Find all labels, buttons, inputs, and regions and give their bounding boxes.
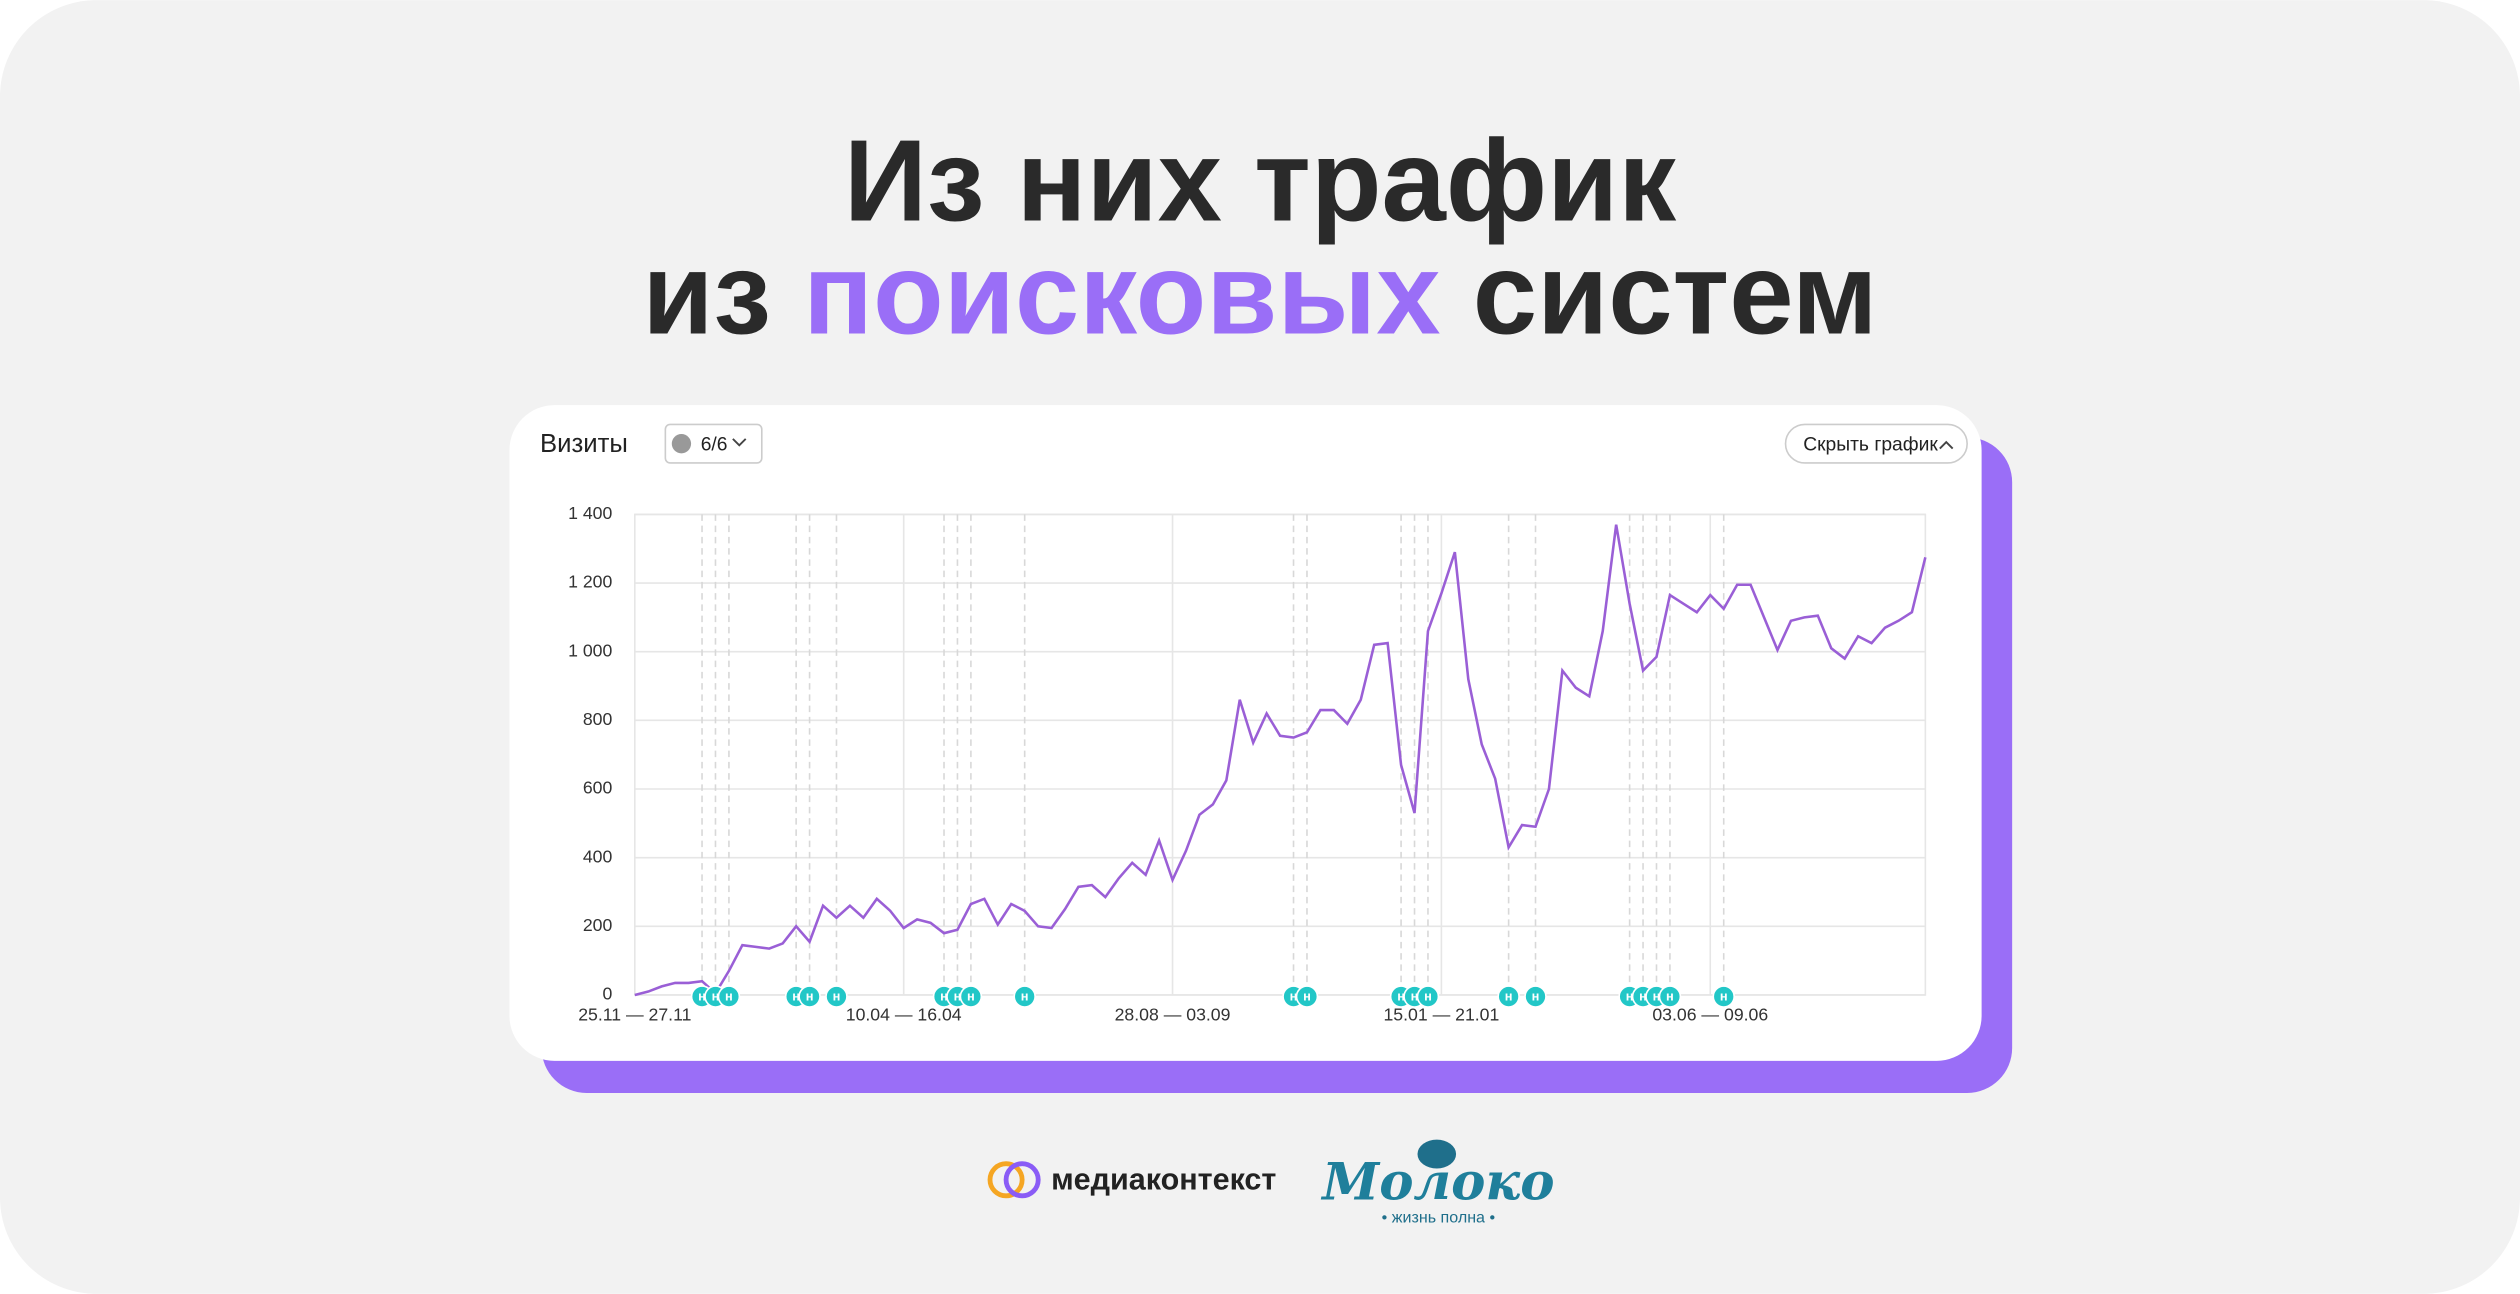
marker-label: н: [725, 989, 733, 1004]
marker-label: н: [967, 989, 975, 1004]
y-tick-label: 200: [583, 915, 613, 935]
logo-ring: [1003, 1161, 1041, 1199]
x-tick-label: 03.06 — 09.06: [1652, 1005, 1768, 1025]
line: [634, 524, 1927, 997]
marker-label: н: [712, 989, 720, 1004]
moloko-logo: Молоко: [1320, 1153, 1554, 1213]
x-tick-label: 15.01 — 21.01: [1383, 1005, 1499, 1025]
filter-icon: [671, 434, 692, 454]
y-tick-label: 800: [583, 709, 613, 729]
x-tick-label: 28.08 — 03.09: [1115, 1005, 1231, 1025]
y-tick-label: 0: [602, 984, 612, 1004]
heading-word: из: [642, 228, 771, 358]
marker: [1658, 985, 1682, 1008]
marker-label: н: [806, 989, 814, 1004]
y-tick-label: 600: [583, 778, 613, 798]
marker-label: н: [1424, 989, 1432, 1004]
marker-label: н: [940, 989, 948, 1004]
marker: [959, 985, 983, 1008]
marker-label: н: [1290, 989, 1298, 1004]
heading-line1: Из них трафик: [844, 115, 1676, 245]
y-tick-label: 1 200: [568, 572, 612, 592]
marker: [1416, 985, 1440, 1008]
marker-label: н: [954, 989, 962, 1004]
marker: [717, 985, 741, 1008]
plot: 0 200 400 600 800 1 000 1 200 1 400 25.11 — 27.1…: [568, 503, 1927, 1025]
y-tick-label: 1 400: [568, 503, 612, 523]
marker: [1295, 985, 1319, 1008]
hide-chart-label: Скрыть график: [1803, 434, 1938, 455]
hide-chart-button[interactable]: [1784, 423, 1968, 464]
marker-label: н: [1639, 989, 1647, 1004]
marker-label: н: [1532, 989, 1540, 1004]
filter-dropdown[interactable]: [664, 423, 763, 464]
cow-icon: [1417, 1139, 1457, 1169]
marker-label: н: [1303, 989, 1311, 1004]
marker: [1712, 985, 1735, 1008]
marker-label: н: [1505, 989, 1513, 1004]
heading-word: систем: [1473, 228, 1878, 358]
marker: [825, 985, 848, 1008]
collapse-arrow: [1939, 440, 1954, 450]
heading-highlight: поисковых: [803, 228, 1440, 358]
marker-label: н: [1626, 989, 1634, 1004]
marker-label: н: [833, 989, 841, 1004]
mediacontext-logo: медиаконтекст: [1051, 1162, 1276, 1196]
marker-label: н: [1666, 989, 1674, 1004]
y-tick-label: 1 000: [568, 640, 612, 660]
marker: [798, 985, 821, 1008]
marker-label: н: [1653, 989, 1661, 1004]
marker: [1524, 985, 1547, 1008]
y-tick-label: 400: [583, 846, 613, 866]
marker: [1497, 985, 1520, 1008]
marker-label: н: [1021, 989, 1029, 1004]
marker-label: н: [792, 989, 800, 1004]
logo-ring: [987, 1161, 1025, 1199]
card-title: Визиты: [540, 430, 628, 458]
heading-line2: из поисковых систем: [642, 228, 1877, 358]
x-tick-label: 25.11 — 27.11: [578, 1005, 691, 1025]
marker-label: н: [1411, 989, 1419, 1004]
marker-label: н: [1720, 989, 1728, 1004]
moloko-tagline: • жизнь полна •: [1382, 1209, 1495, 1227]
card: [509, 405, 1982, 1061]
x-tick-label: 10.04 — 16.04: [846, 1005, 962, 1025]
marker-label: н: [1397, 989, 1405, 1004]
marker: [1013, 985, 1036, 1008]
dropdown-arrow: [732, 438, 747, 447]
filter-label: 6/6: [701, 434, 728, 455]
marker-label: н: [698, 989, 706, 1004]
